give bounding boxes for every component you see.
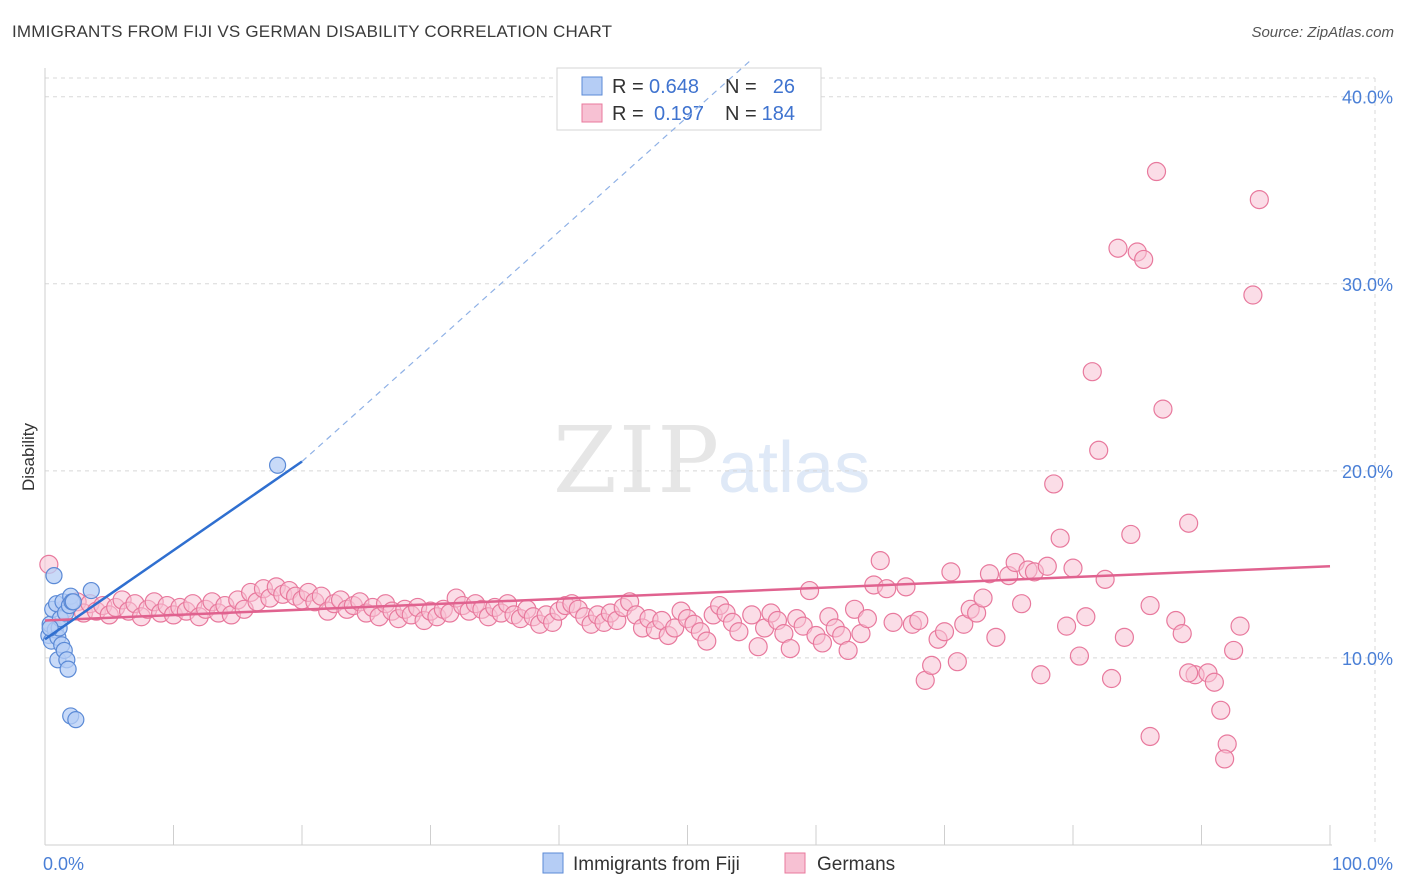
- bottom-legend-fiji: Immigrants from Fiji: [573, 854, 740, 875]
- fiji-point: [268, 456, 287, 474]
- german-point: [947, 652, 967, 672]
- german-point: [665, 618, 685, 638]
- chart-title: IMMIGRANTS FROM FIJI VS GERMAN DISABILIT…: [12, 22, 613, 41]
- fiji-point: [82, 581, 100, 600]
- german-point: [986, 627, 1006, 647]
- german-point: [729, 622, 749, 642]
- axes: [44, 68, 1332, 846]
- german-point: [793, 616, 813, 636]
- german-point: [1108, 238, 1128, 258]
- german-point: [934, 622, 955, 642]
- german-point: [1063, 558, 1083, 578]
- german-point: [1069, 646, 1090, 666]
- german-point: [877, 579, 897, 599]
- german-point: [1011, 594, 1032, 614]
- fiji-point: [67, 711, 85, 729]
- fiji-trend-extension: [301, 58, 753, 462]
- german-point: [1179, 513, 1199, 533]
- fiji-trend-line: [44, 460, 303, 641]
- german-point: [1076, 607, 1096, 627]
- german-point: [1095, 569, 1115, 589]
- german-point: [870, 551, 890, 571]
- fiji-point: [41, 619, 59, 637]
- legend-r-label-2: R =: [612, 103, 644, 125]
- german-point: [1179, 663, 1199, 683]
- german-point: [1056, 616, 1077, 636]
- legend-n-label-2: N =: [725, 103, 757, 125]
- german-point: [1114, 627, 1135, 647]
- watermark-zip: ZIP: [553, 407, 721, 514]
- y-tick-label: 40.0%: [1342, 88, 1393, 108]
- german-point: [1121, 524, 1141, 545]
- german-point: [812, 633, 833, 653]
- legend-n-label-1: N =: [725, 76, 757, 98]
- german-point: [1082, 362, 1102, 382]
- x-tick-label: 0.0%: [43, 854, 84, 874]
- bottom-legend-germans: Germans: [817, 854, 895, 875]
- german-point: [780, 638, 800, 659]
- trend-lines: [44, 58, 1331, 641]
- legend-r-label-1: R =: [612, 76, 644, 98]
- german-point: [1044, 474, 1064, 494]
- y-tick-label: 10.0%: [1342, 649, 1393, 669]
- legend-r-value-1: 0.648: [649, 76, 699, 98]
- bottom-legend: Immigrants from Fiji Germans: [542, 852, 895, 875]
- german-point: [1204, 672, 1224, 692]
- y-tick-label: 30.0%: [1342, 275, 1393, 295]
- german-point: [697, 631, 717, 651]
- y-tick-label: 20.0%: [1342, 462, 1393, 482]
- legend-n-value-1: 26: [773, 76, 795, 98]
- source-label: Source: ZipAtlas.com: [1251, 24, 1394, 41]
- german-point: [1101, 668, 1122, 689]
- german-point: [1031, 665, 1051, 685]
- fiji-point: [64, 593, 82, 611]
- y-axis-label: Disability: [19, 422, 38, 491]
- german-point: [742, 605, 762, 625]
- legend-swatch-germans: [581, 103, 603, 123]
- german-point: [909, 610, 929, 631]
- german-point: [1243, 285, 1263, 305]
- german-point: [1172, 624, 1192, 644]
- german-point: [1134, 249, 1154, 270]
- german-point: [838, 640, 858, 661]
- tick-labels: 10.0% 20.0% 30.0% 40.0% 0.0% 100.0%: [43, 88, 1393, 874]
- x-tick-label: 100.0%: [1332, 854, 1393, 874]
- german-point: [1146, 161, 1167, 182]
- watermark-atlas: atlas: [718, 428, 870, 508]
- legend-r-value-2: 0.197: [654, 103, 704, 125]
- german-point: [1050, 528, 1070, 548]
- german-point: [979, 564, 1000, 584]
- german-point: [1211, 700, 1231, 720]
- german-point: [1037, 556, 1057, 576]
- german-point: [1230, 616, 1250, 636]
- german-point: [1224, 640, 1244, 661]
- german-point: [883, 612, 903, 632]
- german-point: [1089, 440, 1109, 460]
- german-point: [896, 577, 916, 597]
- german-point: [1140, 595, 1160, 616]
- german-point: [1249, 189, 1269, 210]
- german-point: [922, 655, 942, 676]
- german-point: [799, 580, 820, 601]
- legend-n-value-2: 184: [762, 103, 795, 125]
- bottom-legend-swatch-germans: [784, 852, 806, 874]
- germans-trend-line: [44, 565, 1331, 622]
- fiji-point: [59, 660, 77, 678]
- german-point: [973, 588, 993, 608]
- german-point: [1140, 726, 1160, 747]
- german-point: [857, 609, 878, 629]
- fiji-point: [45, 567, 63, 585]
- legend-swatch-fiji: [581, 76, 603, 96]
- german-point: [748, 637, 768, 657]
- german-point: [844, 599, 865, 619]
- german-point: [1215, 749, 1235, 769]
- legend: R = 0.648 N = 26 R = 0.197 N = 184: [556, 67, 822, 131]
- german-point: [1153, 399, 1173, 419]
- bottom-legend-swatch-fiji: [542, 852, 564, 874]
- german-point: [941, 562, 961, 582]
